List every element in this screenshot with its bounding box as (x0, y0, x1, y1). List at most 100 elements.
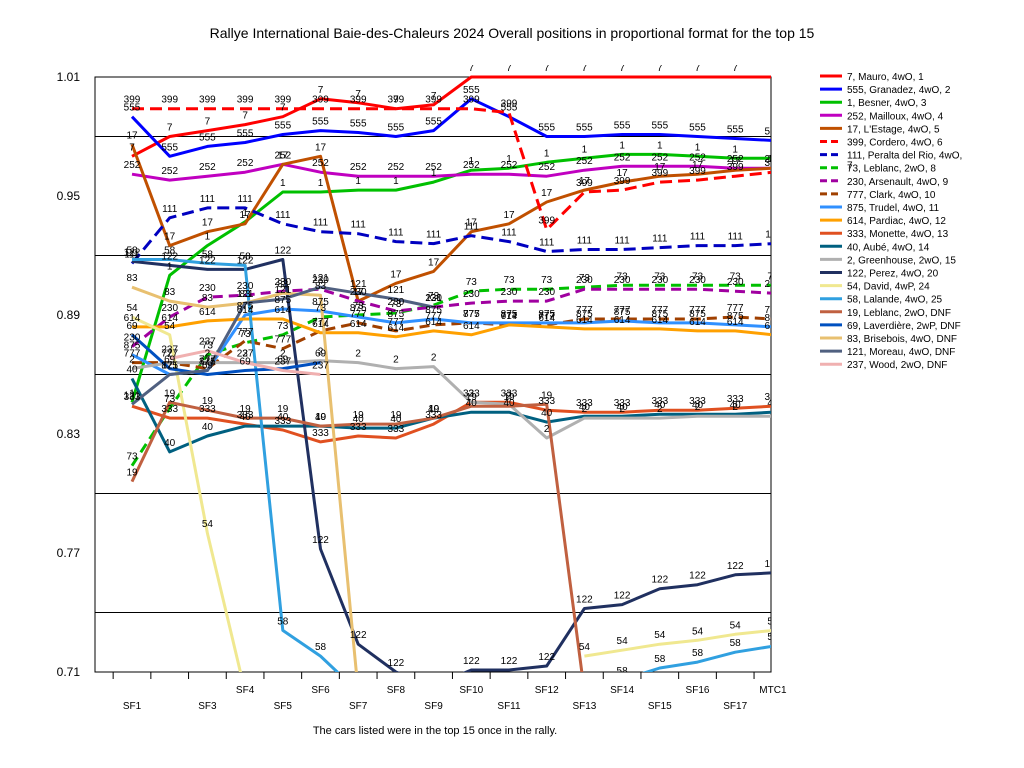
data-label: 58 (692, 648, 704, 659)
data-label: 40 (428, 404, 440, 415)
data-label: 875 (538, 309, 555, 320)
data-label: 555 (237, 128, 254, 139)
data-label: 333 (538, 396, 555, 407)
data-label: 54 (579, 642, 591, 653)
data-label: 73 (503, 275, 515, 286)
data-label: 54 (730, 620, 742, 631)
data-label: 122 (614, 591, 631, 602)
data-label: 875 (727, 311, 744, 322)
data-label: 777 (727, 303, 744, 314)
data-label: 230 (274, 277, 291, 288)
data-label: 54 (692, 626, 704, 637)
data-label: 230 (312, 275, 329, 286)
data-label: 399 (501, 99, 518, 110)
x-tick-label: SF13 (572, 701, 596, 712)
data-label: 111 (765, 230, 781, 241)
data-label: 614 (237, 305, 254, 316)
legend-label: 1, Besner, 4wO, 3 (847, 98, 927, 109)
x-tick-label: SF12 (535, 685, 559, 696)
data-label: 111 (652, 234, 668, 245)
data-label: 555 (614, 121, 631, 132)
legend: 7, Mauro, 4wO, 1 555, Granadez, 4wO, 2 1, … (820, 72, 962, 371)
x-tick-label: SF17 (723, 701, 747, 712)
data-label: 73 (541, 275, 553, 286)
data-label: 399 (689, 166, 706, 177)
data-label: 333 (237, 410, 254, 421)
data-label: 83 (164, 287, 176, 298)
series-line (131, 359, 771, 440)
data-label: 111 (313, 218, 329, 229)
data-label: 333 (350, 422, 367, 433)
data-label: 58 (315, 642, 327, 653)
data-label: 230 (651, 275, 668, 286)
y-axis: 1.01 0.95 0.89 0.83 0.77 0.71 (57, 70, 81, 679)
data-label: 19 (579, 678, 591, 689)
legend-label: 875, Trudel, 4wO, 11 (847, 203, 940, 214)
data-label: 40 (164, 438, 176, 449)
data-label: 69 (202, 361, 214, 372)
data-label: 111 (464, 222, 480, 233)
series-line (130, 97, 771, 158)
data-label: 555 (463, 85, 480, 96)
data-label: 333 (651, 396, 668, 407)
data-label: 1 (280, 178, 286, 189)
data-label: 73 (466, 277, 478, 288)
data-label: 777 (689, 305, 706, 316)
data-label: 399 (350, 95, 367, 106)
x-tick-label: SF1 (123, 701, 142, 712)
series-line (130, 333, 321, 376)
data-label: 58 (767, 632, 779, 643)
data-label: 230 (199, 283, 216, 294)
data-label: 555 (501, 103, 518, 114)
data-label: 19 (277, 404, 289, 415)
data-label: 58 (730, 638, 742, 649)
data-label: 1 (695, 142, 701, 153)
data-label: 252 (576, 156, 593, 167)
data-label: 875 (274, 295, 291, 306)
data-label: 7 (695, 63, 701, 74)
data-label: 40 (730, 400, 742, 411)
data-label: 1 (167, 261, 173, 272)
data-label: 73 (315, 303, 327, 314)
series-line (131, 258, 771, 672)
data-label: 121 (388, 285, 405, 296)
data-label: 111 (162, 204, 178, 215)
data-label: 54 (164, 321, 176, 332)
data-label: 58 (240, 251, 252, 262)
data-label: 230 (501, 287, 518, 298)
data-label: 122 (274, 245, 291, 256)
data-label: 555 (161, 142, 178, 153)
data-label: 111 (275, 210, 291, 221)
data-label: 121 (350, 279, 367, 290)
data-label: 69 (126, 321, 138, 332)
data-label: 40 (692, 400, 704, 411)
data-label: 17 (767, 154, 779, 165)
data-label: 122 (388, 658, 405, 669)
legend-label: 399, Cordero, 4wO, 6 (847, 138, 943, 149)
data-label: 555 (312, 117, 329, 128)
data-label: 17 (390, 269, 402, 280)
data-label: 40 (202, 422, 214, 433)
data-label: 54 (126, 303, 138, 314)
data-label: 399 (651, 168, 668, 179)
data-label: 83 (202, 293, 214, 304)
data-label: 399 (388, 95, 405, 106)
data-label: 555 (274, 121, 291, 132)
data-label: 1 (431, 168, 437, 179)
data-label: 614 (463, 321, 480, 332)
data-label: 122 (651, 575, 668, 586)
data-label: 122 (161, 251, 178, 262)
data-label: 69 (277, 355, 289, 366)
data-label: 2 (469, 388, 475, 399)
data-label: 7 (619, 63, 625, 74)
data-label: 7 (167, 123, 173, 134)
data-label: 111 (388, 228, 404, 239)
data-label: 19 (202, 396, 214, 407)
data-label: 230 (727, 277, 744, 288)
data-label: 40 (654, 400, 666, 411)
data-label: 399 (312, 95, 329, 106)
data-label: 19 (315, 412, 327, 423)
series-lines (130, 75, 771, 672)
data-label: 73 (579, 273, 591, 284)
data-label: 83 (126, 273, 138, 284)
